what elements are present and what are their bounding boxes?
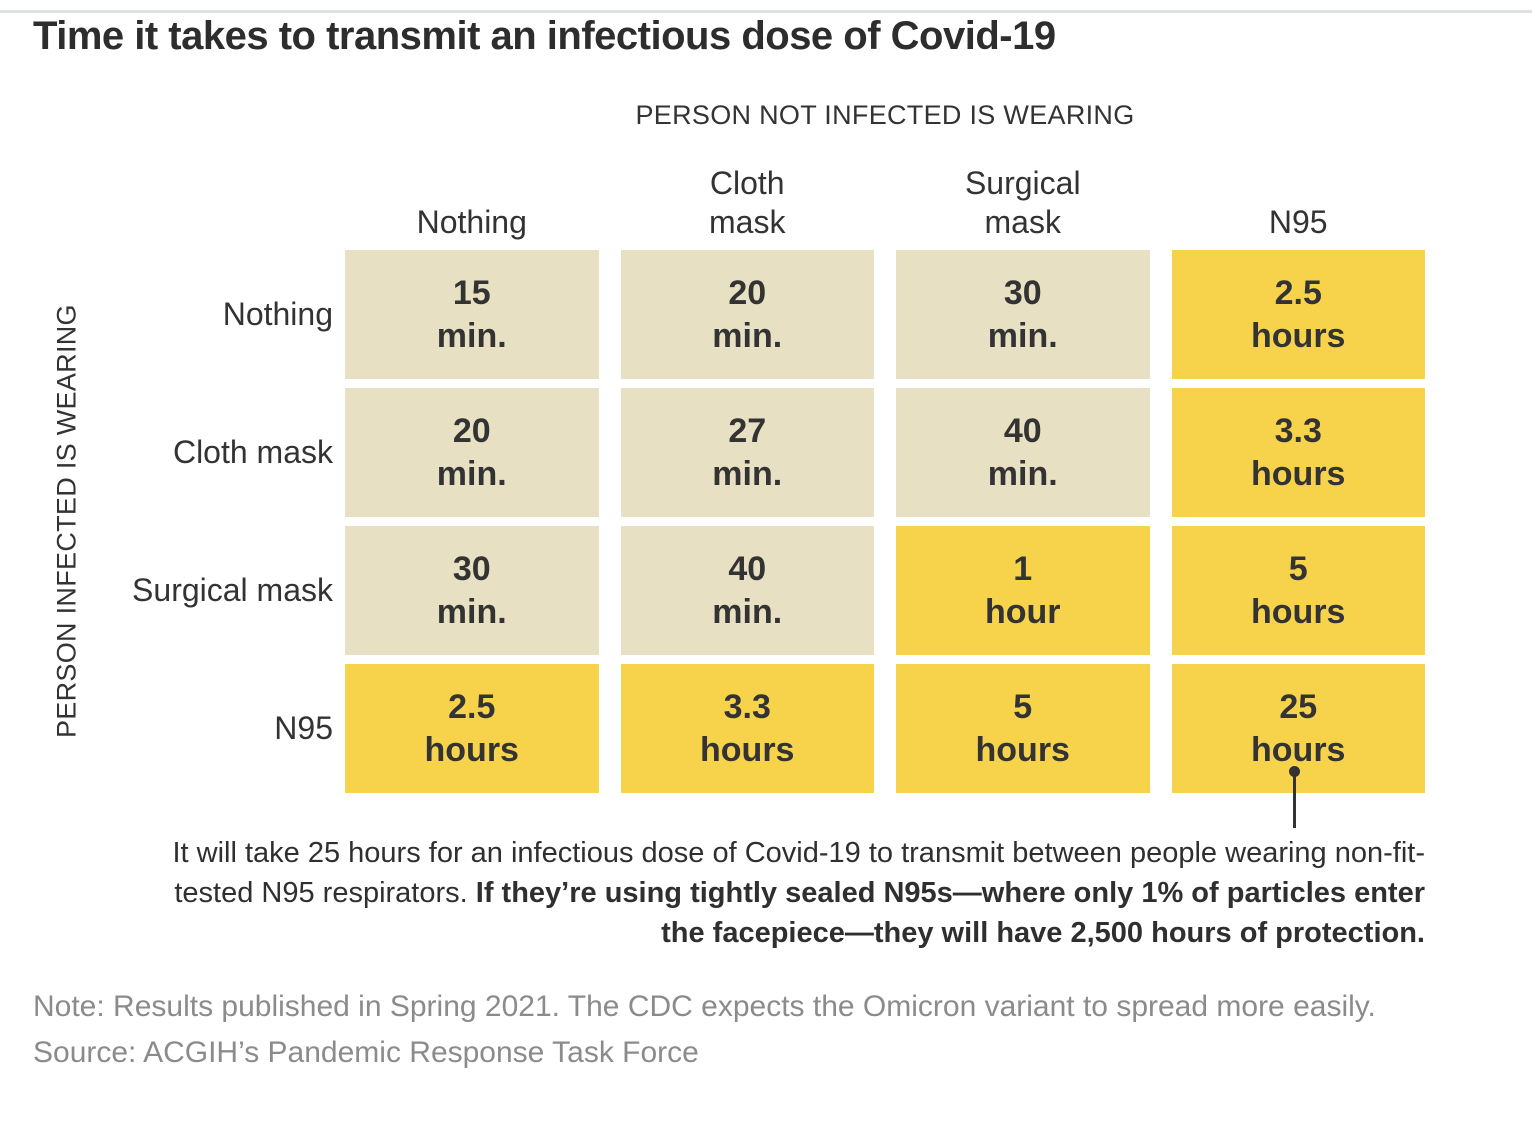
cell-unit: hours	[700, 730, 795, 769]
annotation-bold-text: If they’re using tightly sealed N95s—whe…	[475, 877, 1425, 949]
cell-unit: hours	[1251, 316, 1346, 355]
cell-unit: hours	[1251, 454, 1346, 493]
callout-pointer-line	[1293, 772, 1296, 828]
cell-unit: min.	[436, 316, 507, 355]
cell-value: 2.5	[1274, 273, 1322, 312]
matrix-cell: 27 min.	[620, 388, 874, 517]
column-label-nothing: Nothing	[416, 204, 527, 240]
cell-value: 2.5	[448, 687, 496, 726]
cell-unit: min.	[712, 592, 783, 631]
row-labels: Nothing Cloth mask Surgical mask N95	[0, 250, 333, 793]
cell-value: 3.3	[723, 687, 771, 726]
column-label-n95: N95	[1268, 204, 1328, 240]
cell-value: 20	[728, 273, 767, 312]
annotation-text: It will take 25 hours for an infectious …	[123, 833, 1425, 953]
cell-unit: hours	[1251, 730, 1346, 769]
matrix-cell: 20 min.	[620, 250, 874, 379]
cell-value: 27	[728, 411, 767, 450]
row-label-surgical-mask: Surgical mask	[132, 572, 333, 608]
row-label-nothing: Nothing	[222, 296, 333, 332]
matrix-cell: 20 min.	[345, 388, 599, 517]
cell-unit: min.	[436, 592, 507, 631]
callout-marker-dot	[1289, 766, 1300, 777]
row-label-cloth-mask: Cloth mask	[172, 434, 333, 470]
matrix-cell: 2.5 hours	[345, 664, 599, 793]
cell-unit: hour	[984, 592, 1061, 631]
footer: Note: Results published in Spring 2021. …	[33, 984, 1441, 1076]
page-title: Time it takes to transmit an infectious …	[33, 14, 1056, 58]
column-labels: Nothing Cloth mask Surgical mask N95	[345, 146, 1425, 242]
cell-value: 3.3	[1274, 411, 1322, 450]
cell-unit: min.	[987, 454, 1058, 493]
cell-unit: hours	[975, 730, 1070, 769]
matrix-cell: 40 min.	[620, 526, 874, 655]
column-label-cloth-mask: Cloth mask	[709, 165, 786, 240]
cell-value: 40	[1003, 411, 1042, 450]
matrix-cell: 5 hours	[896, 664, 1150, 793]
cell-value: 15	[452, 273, 491, 312]
cell-value: 5	[1013, 687, 1033, 726]
cell-unit: hours	[1251, 592, 1346, 631]
cell-value: 30	[1003, 273, 1042, 312]
matrix-cell: 40 min.	[896, 388, 1150, 517]
annotation-regular-text: It will take 25 hours for an infectious …	[172, 837, 1425, 909]
matrix-cell: 5 hours	[1171, 526, 1425, 655]
cell-unit: min.	[712, 316, 783, 355]
cell-value: 40	[728, 549, 767, 588]
matrix-cell: 2.5 hours	[1171, 250, 1425, 379]
cell-value: 30	[452, 549, 491, 588]
matrix-cell: 1 hour	[896, 526, 1150, 655]
matrix-cell: 15 min.	[345, 250, 599, 379]
transmission-time-matrix: 15 min. 20 min. 30 min. 2.5 hours 20 min…	[345, 250, 1425, 793]
row-label-n95: N95	[274, 710, 333, 746]
cell-unit: min.	[712, 454, 783, 493]
cell-unit: min.	[436, 454, 507, 493]
matrix-cell: 30 min.	[896, 250, 1150, 379]
column-label-surgical-mask: Surgical mask	[964, 165, 1081, 240]
cell-value: 25	[1279, 687, 1318, 726]
note-text: Note: Results published in Spring 2021. …	[33, 990, 1376, 1023]
matrix-cell: 3.3 hours	[1171, 388, 1425, 517]
matrix-cell: 3.3 hours	[620, 664, 874, 793]
cell-unit: hours	[424, 730, 519, 769]
cell-value: 1	[1013, 549, 1033, 588]
cell-unit: min.	[987, 316, 1058, 355]
source-text: Source: ACGIH’s Pandemic Response Task F…	[33, 1036, 699, 1069]
matrix-cell: 30 min.	[345, 526, 599, 655]
cell-value: 20	[452, 411, 491, 450]
cell-value: 5	[1288, 549, 1308, 588]
top-divider-rule	[0, 10, 1532, 13]
column-axis-title: PERSON NOT INFECTED IS WEARING	[635, 100, 1135, 130]
